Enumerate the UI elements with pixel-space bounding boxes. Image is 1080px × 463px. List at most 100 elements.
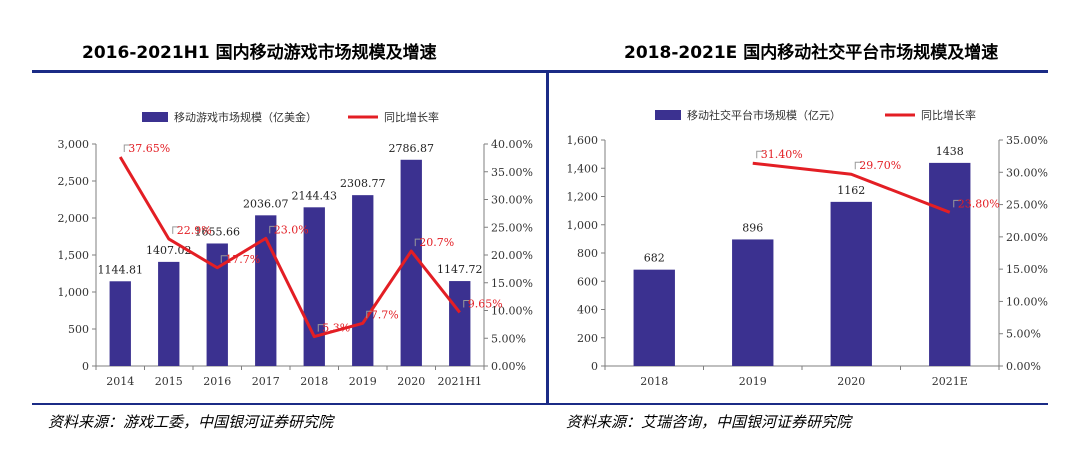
line-value-label: 23.0% (274, 223, 309, 236)
bar-value-label: 1407.02 (146, 244, 192, 257)
bar (206, 243, 228, 366)
x-tick-label: 2017 (252, 375, 280, 388)
bar (633, 269, 675, 366)
x-tick-label: 2018 (300, 375, 328, 388)
growth-rate-line (118, 156, 461, 339)
legend-line-label: 同比增长率 (384, 110, 439, 124)
legend-bar-swatch (142, 112, 168, 122)
bottom-rule (32, 403, 1048, 405)
y-tick-label-right: 30.00% (491, 194, 533, 207)
y-tick-label-left: 200 (577, 332, 598, 345)
line-label-callout (756, 150, 764, 159)
bar-value-label: 896 (742, 221, 763, 234)
right-source-note: 资料来源：艾瑞咨询，中国银河证券研究院 (566, 413, 852, 431)
bar-value-label: 1144.81 (98, 263, 144, 276)
y-tick-label-left: 2,500 (58, 175, 90, 188)
x-tick-label: 2018 (640, 375, 668, 388)
bar-value-label: 1655.66 (195, 225, 241, 238)
y-tick-label-right: 35.00% (491, 166, 533, 179)
y-tick-label-right: 0.00% (1006, 360, 1041, 373)
line-value-label: 22.9% (177, 224, 212, 237)
bar-value-label: 1162 (837, 184, 865, 197)
bar (449, 281, 471, 366)
bar (929, 162, 971, 366)
bar (830, 201, 872, 366)
x-tick-label: 2019 (739, 375, 767, 388)
bar (255, 215, 277, 366)
y-tick-label-right: 20.00% (491, 249, 533, 262)
bar-value-label: 2144.43 (292, 189, 338, 202)
y-tick-label-right: 15.00% (491, 277, 533, 290)
y-tick-label-left: 400 (577, 304, 598, 317)
y-tick-label-left: 1,600 (567, 134, 599, 147)
y-tick-label-left: 500 (68, 323, 89, 336)
legend-bar-swatch (655, 110, 681, 120)
legend-bar-label: 移动游戏市场规模（亿美金） (174, 110, 317, 124)
line-value-label: 20.7% (419, 236, 454, 249)
y-tick-label-right: 25.00% (491, 221, 533, 234)
line-label-callout (854, 161, 863, 170)
line-value-label: 5.3% (322, 322, 350, 335)
x-tick-label: 2014 (106, 375, 134, 388)
x-tick-label: 2021E (932, 375, 968, 388)
x-tick-label: 2020 (837, 375, 865, 388)
line-label-callout (123, 144, 132, 153)
line-value-label: 7.7% (371, 308, 399, 321)
right-chart: 移动社交平台市场规模（亿元） 同比增长率 0 200 400 600 800 1,000 1,2… (567, 108, 1048, 388)
y-tick-label-left: 0 (82, 360, 89, 373)
legend-bar-label: 移动社交平台市场规模（亿元） (687, 108, 841, 122)
left-source-note: 资料来源：游戏工委，中国银河证券研究院 (48, 413, 334, 431)
y-tick-label-right: 5.00% (491, 332, 526, 345)
bar-value-label: 2786.87 (389, 142, 435, 155)
y-tick-label-right: 40.00% (491, 138, 533, 151)
x-tick-label: 2021H1 (437, 375, 482, 388)
y-tick-label-right: 5.00% (1006, 328, 1041, 341)
line-label-callout (366, 310, 374, 319)
y-tick-label-left: 3,000 (58, 138, 90, 151)
y-tick-label-right: 25.00% (1006, 199, 1048, 212)
line-label-callout (317, 324, 326, 332)
line-label-callout (172, 226, 180, 234)
x-tick-label: 2019 (349, 375, 377, 388)
line-label-callout (414, 238, 423, 247)
bar (109, 281, 131, 366)
y-tick-label-left: 600 (577, 275, 598, 288)
y-tick-label-right: 20.00% (1006, 231, 1048, 244)
line-value-label: 23.80% (958, 197, 1000, 210)
line-value-label: 37.65% (128, 142, 170, 155)
y-tick-label-right: 35.00% (1006, 134, 1048, 147)
bar-value-label: 682 (644, 252, 665, 265)
line-label-callout (220, 255, 229, 263)
bar-value-label: 2308.77 (340, 177, 386, 190)
y-tick-label-left: 1,400 (567, 162, 599, 175)
y-tick-label-left: 2,000 (58, 212, 90, 225)
line-value-label: 29.70% (859, 159, 901, 172)
growth-rate-line (752, 161, 951, 214)
y-tick-label-left: 0 (591, 360, 598, 373)
y-tick-label-right: 30.00% (1006, 166, 1048, 179)
y-tick-label-right: 10.00% (1006, 295, 1048, 308)
left-chart: 移动游戏市场规模（亿美金） 同比增长率 0 500 1,000 1,500 2,000 2,5… (58, 110, 533, 388)
x-tick-label: 2016 (203, 375, 231, 388)
line-label-callout (463, 299, 471, 308)
y-tick-label-left: 800 (577, 247, 598, 260)
center-divider (546, 70, 549, 405)
bar (732, 239, 774, 366)
line-value-label: 9.65% (468, 297, 503, 310)
y-tick-label-right: 10.00% (491, 305, 533, 318)
bar (400, 159, 422, 366)
left-chart-title: 2016-2021H1 国内移动游戏市场规模及增速 (82, 43, 437, 63)
y-tick-label-left: 1,000 (58, 286, 90, 299)
x-tick-label: 2015 (155, 375, 183, 388)
bar-value-label: 1147.72 (437, 263, 483, 276)
right-chart-title: 2018-2021E 国内移动社交平台市场规模及增速 (624, 43, 999, 63)
line-value-label: 17.7% (225, 253, 260, 266)
y-tick-label-right: 0.00% (491, 360, 526, 373)
y-tick-label-right: 15.00% (1006, 263, 1048, 276)
line-label-callout (269, 225, 277, 234)
bar (158, 261, 180, 366)
top-rule (32, 70, 1048, 73)
line-label-callout (953, 199, 961, 208)
legend-line-label: 同比增长率 (921, 108, 976, 122)
bar-value-label: 1438 (936, 145, 964, 158)
